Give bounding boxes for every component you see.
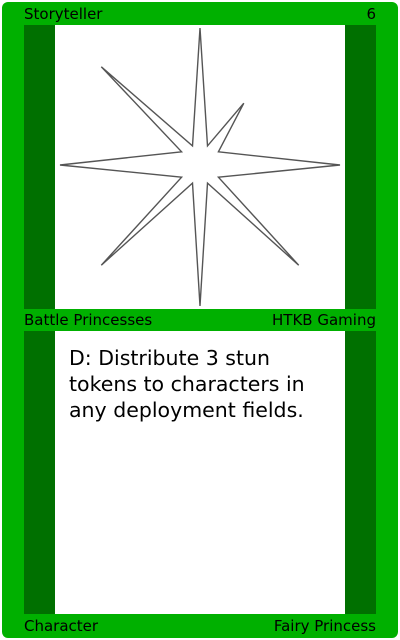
eight-point-star-icon	[59, 27, 341, 307]
card-subtype: Fairy Princess	[273, 617, 376, 635]
art-panel	[55, 25, 345, 309]
card-cost: 6	[366, 5, 376, 23]
text-panel	[55, 331, 345, 614]
art-left-stripe	[24, 25, 55, 309]
text-left-stripe	[24, 331, 55, 614]
text-right-stripe	[345, 331, 376, 614]
rules-text: D: Distribute 3 stun tokens to character…	[69, 346, 305, 422]
card-name: Storyteller	[24, 5, 103, 23]
card-type: Character	[24, 617, 99, 635]
card-set: Battle Princesses	[24, 311, 153, 329]
card-publisher: HTKB Gaming	[272, 311, 376, 329]
art-right-stripe	[345, 25, 376, 309]
